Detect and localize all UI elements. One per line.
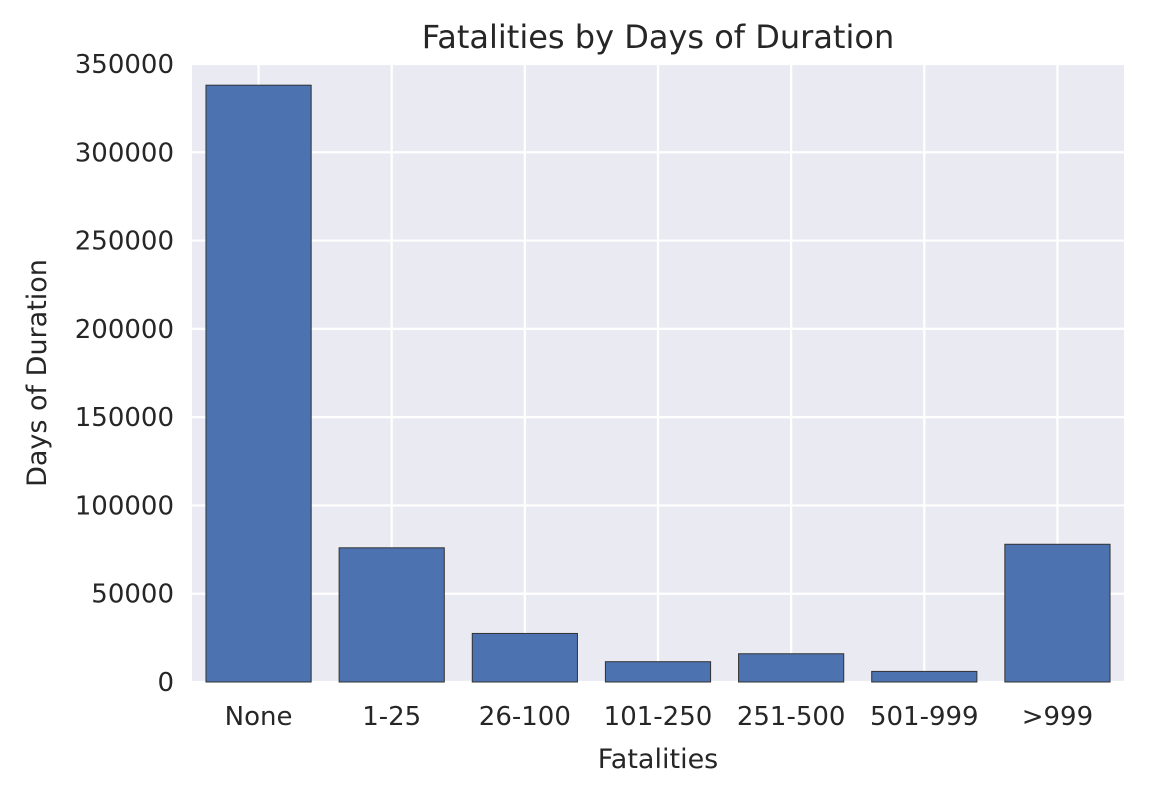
bar (738, 653, 845, 683)
chart-title: Fatalities by Days of Duration (422, 18, 894, 56)
x-tick-label: None (225, 702, 293, 732)
bar (604, 661, 712, 683)
bars (205, 84, 1111, 683)
x-axis-label: Fatalities (598, 744, 719, 775)
y-tick-labels: 0 50000 100000 150000 200000 250000 300000 3500… (75, 50, 174, 698)
y-tick-label: 300000 (75, 138, 174, 168)
bar (338, 547, 445, 683)
x-tick-label: 1-25 (362, 702, 421, 732)
bar (871, 670, 978, 683)
y-tick-label: 50000 (91, 580, 174, 610)
y-tick-label: 100000 (75, 491, 174, 521)
y-tick-label: 250000 (75, 227, 174, 257)
y-tick-label: 150000 (75, 403, 174, 433)
y-tick-label: 350000 (75, 50, 174, 80)
x-tick-label: 501-999 (870, 702, 979, 732)
bar (1004, 543, 1111, 683)
bar (471, 632, 578, 683)
x-tick-label: >999 (1022, 702, 1093, 732)
y-axis-label: Days of Duration (22, 259, 53, 487)
x-tick-label: 101-250 (604, 702, 713, 732)
y-tick-label: 0 (157, 668, 174, 698)
y-tick-label: 200000 (75, 315, 174, 345)
x-tick-labels: None 1-25 26-100 101-250 251-500 501-999 >999 (225, 702, 1093, 732)
bar (205, 84, 312, 683)
x-tick-label: 251-500 (737, 702, 846, 732)
x-tick-label: 26-100 (479, 702, 571, 732)
